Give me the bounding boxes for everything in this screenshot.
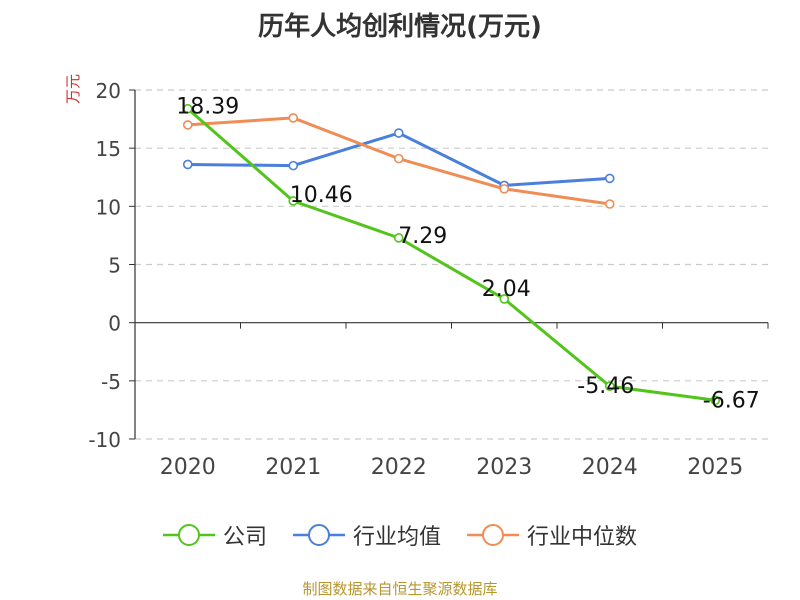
data-source-note: 制图数据来自恒生聚源数据库 [302,580,498,598]
data-point [182,159,193,170]
data-point [182,120,193,130]
legend-marker [482,524,504,546]
legend-marker [177,524,200,546]
data-point [393,153,404,164]
x-tick-label: 2025 [687,455,743,480]
data-label: 7.29 [398,224,447,249]
y-tick-label: -5 [101,370,121,394]
legend: 公司 行业均值 行业中位数 [0,519,800,551]
data-point [499,184,510,194]
legend-item-2[interactable]: 行业中位数 [467,519,637,551]
data-label: -6.67 [703,388,760,413]
x-tick-label: 2021 [265,455,321,480]
data-point [182,103,193,114]
legend-item-1[interactable]: 行业均值 [292,519,441,551]
x-tick-label: 2022 [371,455,427,480]
series-line-0 [186,107,716,402]
y-tick-label: 10 [96,195,121,219]
data-point [604,381,615,391]
legend-item-0[interactable]: 公司 [162,519,267,551]
y-tick-label: 20 [96,79,121,103]
data-point [288,113,299,123]
data-point [288,196,299,206]
x-tick-label: 2024 [582,455,638,480]
legend-swatch [467,524,519,546]
legend-label: 行业均值 [352,525,441,550]
data-label: 10.46 [290,183,353,208]
data-point [499,294,510,304]
y-tick-label: 0 [108,312,121,336]
data-label: -5.46 [577,374,634,399]
y-tick-label: -10 [88,428,121,452]
chart-title: 历年人均创利情况(万元) [258,12,542,42]
legend-label: 行业中位数 [527,525,638,550]
data-label: 18.39 [176,95,239,120]
data-point [604,173,615,184]
x-tick-label: 2023 [476,455,532,480]
data-point [393,128,404,138]
y-tick-label: 5 [108,254,121,278]
data-point [288,160,299,171]
legend-label: 公司 [222,525,267,550]
data-label: 2.04 [482,277,531,302]
legend-swatch [162,524,215,546]
data-point [604,199,615,209]
x-tick-label: 2020 [160,455,216,480]
data-point [393,233,404,243]
data-point [710,395,721,406]
legend-swatch [292,524,345,546]
y-tick-label: 15 [96,137,121,161]
legend-marker [307,524,330,546]
